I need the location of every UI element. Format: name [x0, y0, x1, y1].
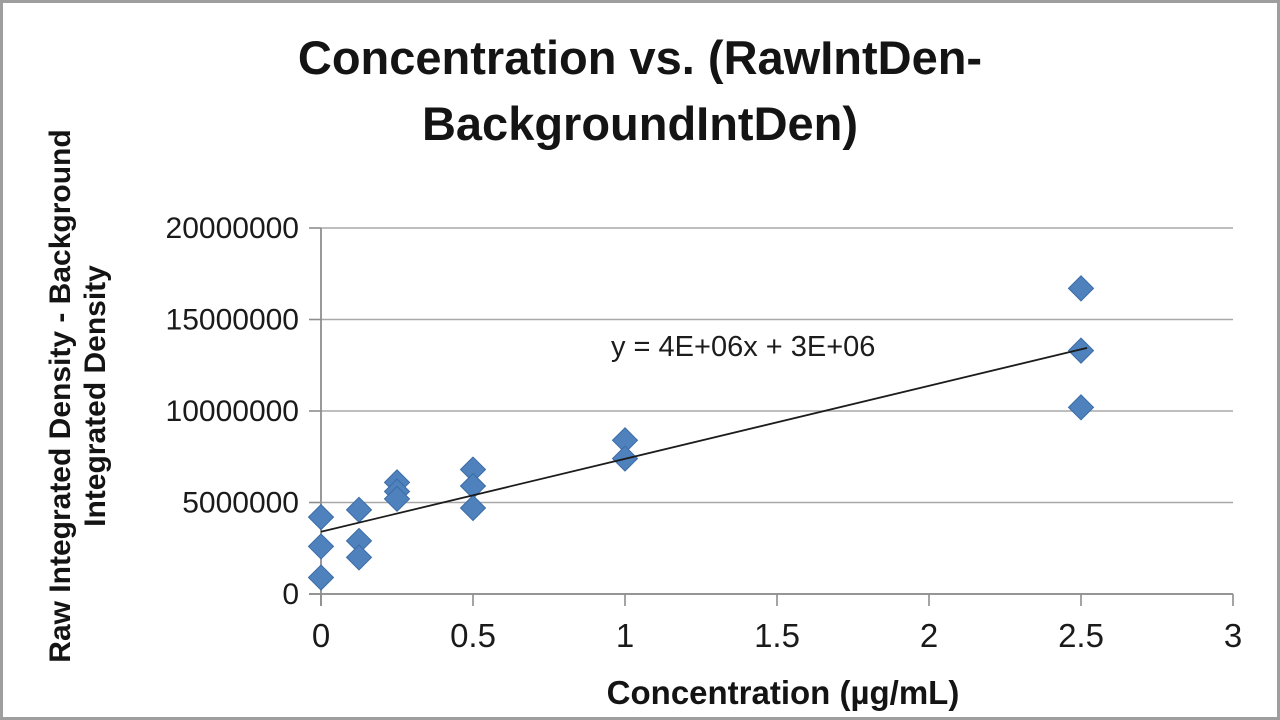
x-tick-label-1.5: 1.5 — [754, 617, 800, 654]
x-tick-label-2.5: 2.5 — [1058, 617, 1104, 654]
data-point-marker — [307, 533, 335, 560]
trendline — [320, 346, 1088, 533]
data-point-marker — [1067, 394, 1095, 421]
x-tick-label-2: 2 — [920, 617, 938, 654]
y-axis-title: Raw Integrated Density - Background Inte… — [43, 46, 113, 717]
data-point-marker — [345, 544, 373, 571]
data-point-marker — [1067, 275, 1095, 302]
plot-area: 0 5000000 10000000 15000000 20000000 0 0.5 1 1.5… — [166, 212, 1243, 654]
x-tick-label-3: 3 — [1224, 617, 1242, 654]
data-point-marker — [383, 485, 411, 513]
x-tick-label-1: 1 — [616, 617, 634, 654]
data-point-marker — [345, 496, 373, 524]
y-axis-title-line-2: Integrated Density — [79, 265, 112, 527]
y-axis-title-line-1: Raw Integrated Density - Background — [44, 129, 77, 663]
chart-title: Concentration vs. (RawIntDen- Background… — [3, 25, 1277, 157]
x-tick-label-0: 0 — [312, 617, 330, 654]
y-tick-label-0: 0 — [282, 578, 299, 611]
x-axis-title: Concentration (µg/mL) — [606, 674, 960, 711]
x-tick-label-0.5: 0.5 — [450, 617, 496, 654]
data-point-marker — [307, 503, 335, 531]
data-point-marker — [459, 494, 487, 522]
y-tick-label-20000000: 20000000 — [166, 212, 299, 245]
chart-title-line-2: BackgroundIntDen) — [421, 97, 859, 150]
trendline-equation: y = 4E+06x + 3E+06 — [611, 331, 876, 363]
data-point-marker — [1067, 337, 1095, 364]
y-tick-label-5000000: 5000000 — [182, 487, 299, 520]
data-point-marker — [307, 564, 335, 591]
y-tick-label-15000000: 15000000 — [166, 304, 299, 337]
y-tick-label-10000000: 10000000 — [166, 395, 299, 428]
chart-title-line-1: Concentration vs. (RawIntDen- — [297, 31, 983, 84]
